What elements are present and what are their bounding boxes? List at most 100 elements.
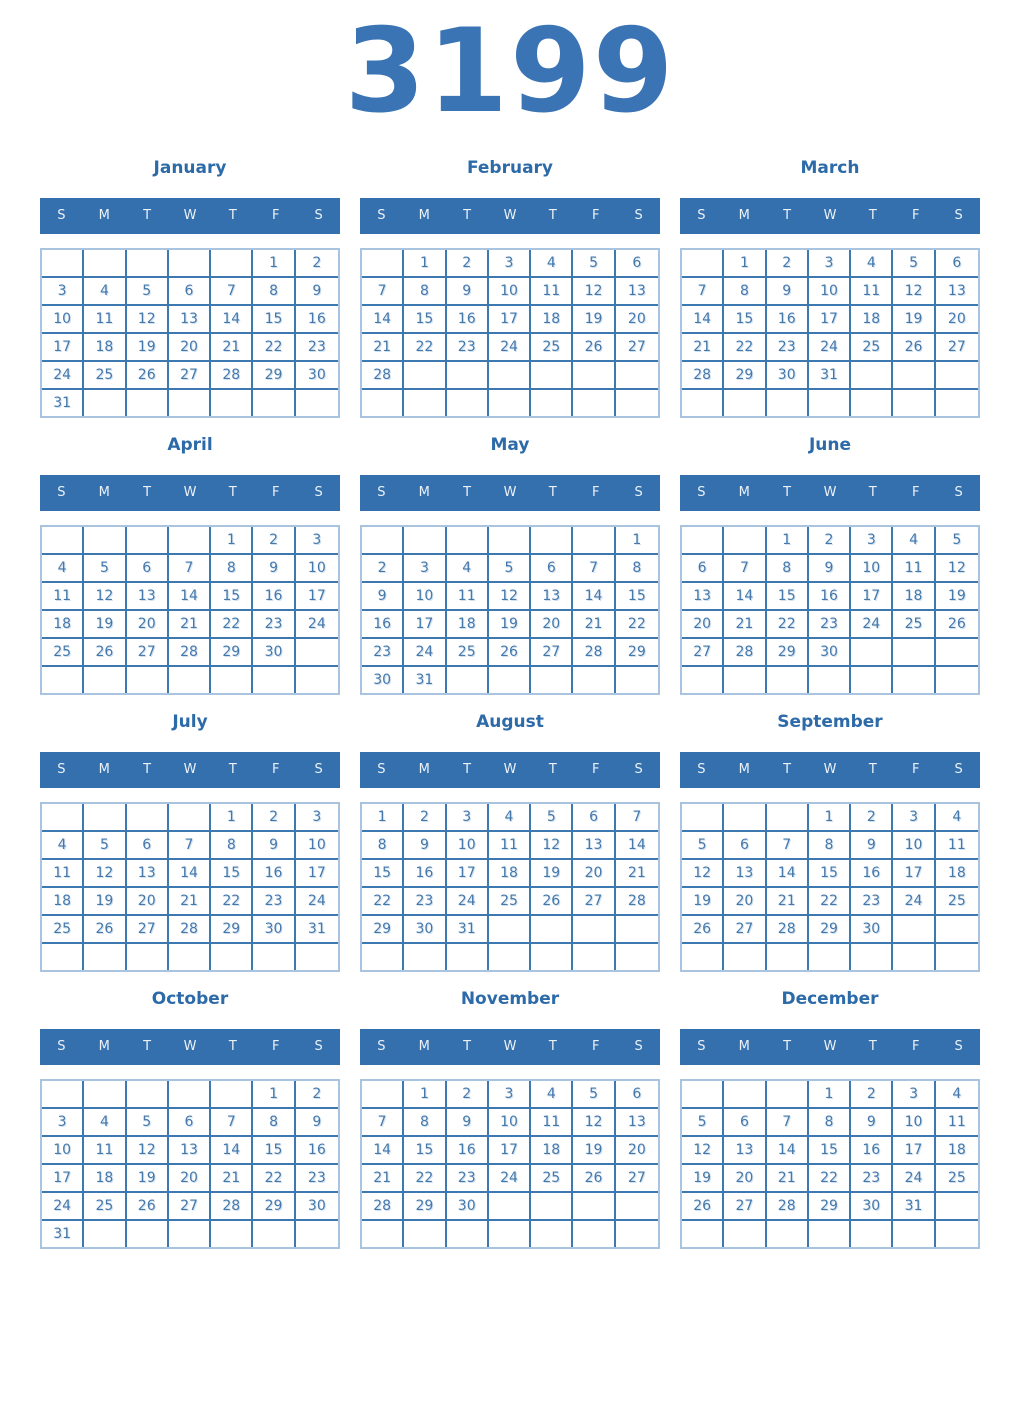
day-cell: 19 <box>682 887 725 916</box>
day-cell: 11 <box>446 582 489 611</box>
day-cell: 31 <box>42 1220 85 1247</box>
day-cell-empty <box>84 526 127 555</box>
day-cell: 21 <box>362 333 405 362</box>
day-cell: 5 <box>531 803 574 832</box>
day-cell: 19 <box>682 1164 725 1193</box>
day-cell: 6 <box>126 554 169 583</box>
day-cell-empty <box>489 666 532 693</box>
day-cell-empty <box>253 943 296 970</box>
day-cell: 16 <box>404 859 447 888</box>
weekday-label: T <box>228 485 237 501</box>
day-grid: 1 2 3 4 5 6 7 8 9 10 11 12 13 14 15 16 17 18 19 20 21 22 23 24 2… <box>680 801 980 972</box>
day-cell: 22 <box>253 1164 296 1193</box>
weekday-label: T <box>228 1039 237 1055</box>
weekday-label: W <box>823 1039 837 1055</box>
day-grid: 1 2 3 4 5 6 7 8 9 10 11 12 13 14 15 16 17 18 19 20 21 22 23 24 2… <box>40 801 340 972</box>
day-cell: 11 <box>893 554 936 583</box>
weekday-label: F <box>591 485 600 501</box>
day-cell-empty <box>893 666 936 693</box>
day-cell: 3 <box>893 803 936 832</box>
day-cell: 5 <box>126 1108 169 1137</box>
day-cell-empty <box>573 1220 616 1247</box>
day-grid: 1 2 3 4 5 6 7 8 9 10 11 12 13 14 15 16 17 18 19 20 21 22 23 24 2… <box>360 524 660 695</box>
day-cell: 25 <box>446 638 489 667</box>
day-cell: 4 <box>42 831 85 860</box>
day-cell-empty <box>573 915 616 944</box>
day-cell: 27 <box>615 334 658 362</box>
day-cell-empty <box>362 1220 405 1247</box>
day-cell: 12 <box>893 277 936 306</box>
day-cell: 30 <box>851 915 894 944</box>
day-cell: 1 <box>724 249 767 278</box>
day-cell-empty <box>893 638 936 667</box>
day-cell: 29 <box>404 1192 447 1221</box>
day-cell: 15 <box>404 1136 447 1165</box>
day-cell: 12 <box>126 1136 169 1165</box>
day-cell: 10 <box>488 1108 532 1137</box>
month-name: October <box>151 988 229 1009</box>
day-cell: 7 <box>362 277 405 306</box>
weekday-label: S <box>634 485 643 501</box>
day-cell-empty <box>682 249 725 278</box>
day-cell: 25 <box>42 638 85 667</box>
month-name: February <box>466 157 554 178</box>
day-cell: 20 <box>126 610 169 639</box>
day-cell-empty <box>767 389 809 416</box>
day-cell: 16 <box>295 1137 338 1165</box>
weekday-label: T <box>548 1039 557 1055</box>
day-cell: 24 <box>295 611 338 639</box>
day-cell: 2 <box>851 803 894 832</box>
day-cell-empty <box>616 944 658 970</box>
weekday-label: T <box>868 485 877 501</box>
day-cell: 5 <box>84 554 127 583</box>
day-cell-empty <box>936 667 978 693</box>
weekday-label: M <box>738 485 750 501</box>
weekday-label: W <box>183 762 197 778</box>
day-cell: 12 <box>573 277 616 306</box>
day-cell: 17 <box>893 1136 936 1165</box>
day-cell-empty <box>936 944 978 970</box>
day-cell: 6 <box>935 250 978 278</box>
day-cell: 16 <box>446 305 489 334</box>
day-cell: 26 <box>126 1192 169 1221</box>
day-cell-empty <box>893 361 936 390</box>
day-cell: 6 <box>126 831 169 860</box>
day-cell: 22 <box>724 333 767 362</box>
day-cell: 8 <box>362 831 405 860</box>
day-cell: 24 <box>295 888 338 916</box>
weekday-label: M <box>418 485 430 501</box>
day-cell: 3 <box>446 803 489 832</box>
day-cell-empty <box>573 361 616 390</box>
day-cell: 30 <box>295 362 338 390</box>
day-cell: 7 <box>211 1108 254 1137</box>
day-cell-empty <box>766 803 809 832</box>
day-cell-empty <box>84 1220 127 1247</box>
day-cell: 19 <box>935 583 978 611</box>
weekday-label: T <box>143 485 152 501</box>
day-cell: 1 <box>362 803 405 832</box>
day-cell: 12 <box>682 859 725 888</box>
day-cell: 21 <box>211 333 254 362</box>
weekday-label: S <box>634 762 643 778</box>
day-cell: 13 <box>126 582 169 611</box>
day-cell: 27 <box>573 887 616 916</box>
weekday-label: T <box>463 1039 472 1055</box>
day-cell: 6 <box>724 1108 767 1137</box>
day-cell: 8 <box>808 1108 852 1137</box>
weekday-label: W <box>503 762 517 778</box>
day-cell: 3 <box>404 554 447 583</box>
weekday-label: F <box>911 1039 920 1055</box>
day-cell: 11 <box>531 277 574 306</box>
day-cell: 20 <box>615 306 658 334</box>
weekday-label: F <box>271 1039 280 1055</box>
weekday-label: M <box>418 762 430 778</box>
day-cell-empty <box>362 1080 405 1109</box>
day-cell: 23 <box>446 1164 489 1193</box>
